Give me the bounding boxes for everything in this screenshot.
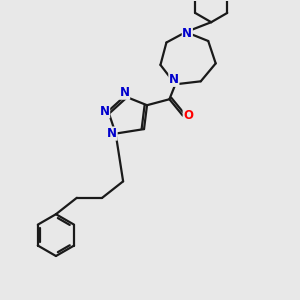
Text: N: N <box>107 127 117 140</box>
Text: N: N <box>120 86 130 99</box>
Text: O: O <box>183 109 193 122</box>
Text: N: N <box>100 105 110 118</box>
Text: N: N <box>182 27 192 40</box>
Text: N: N <box>169 73 179 86</box>
